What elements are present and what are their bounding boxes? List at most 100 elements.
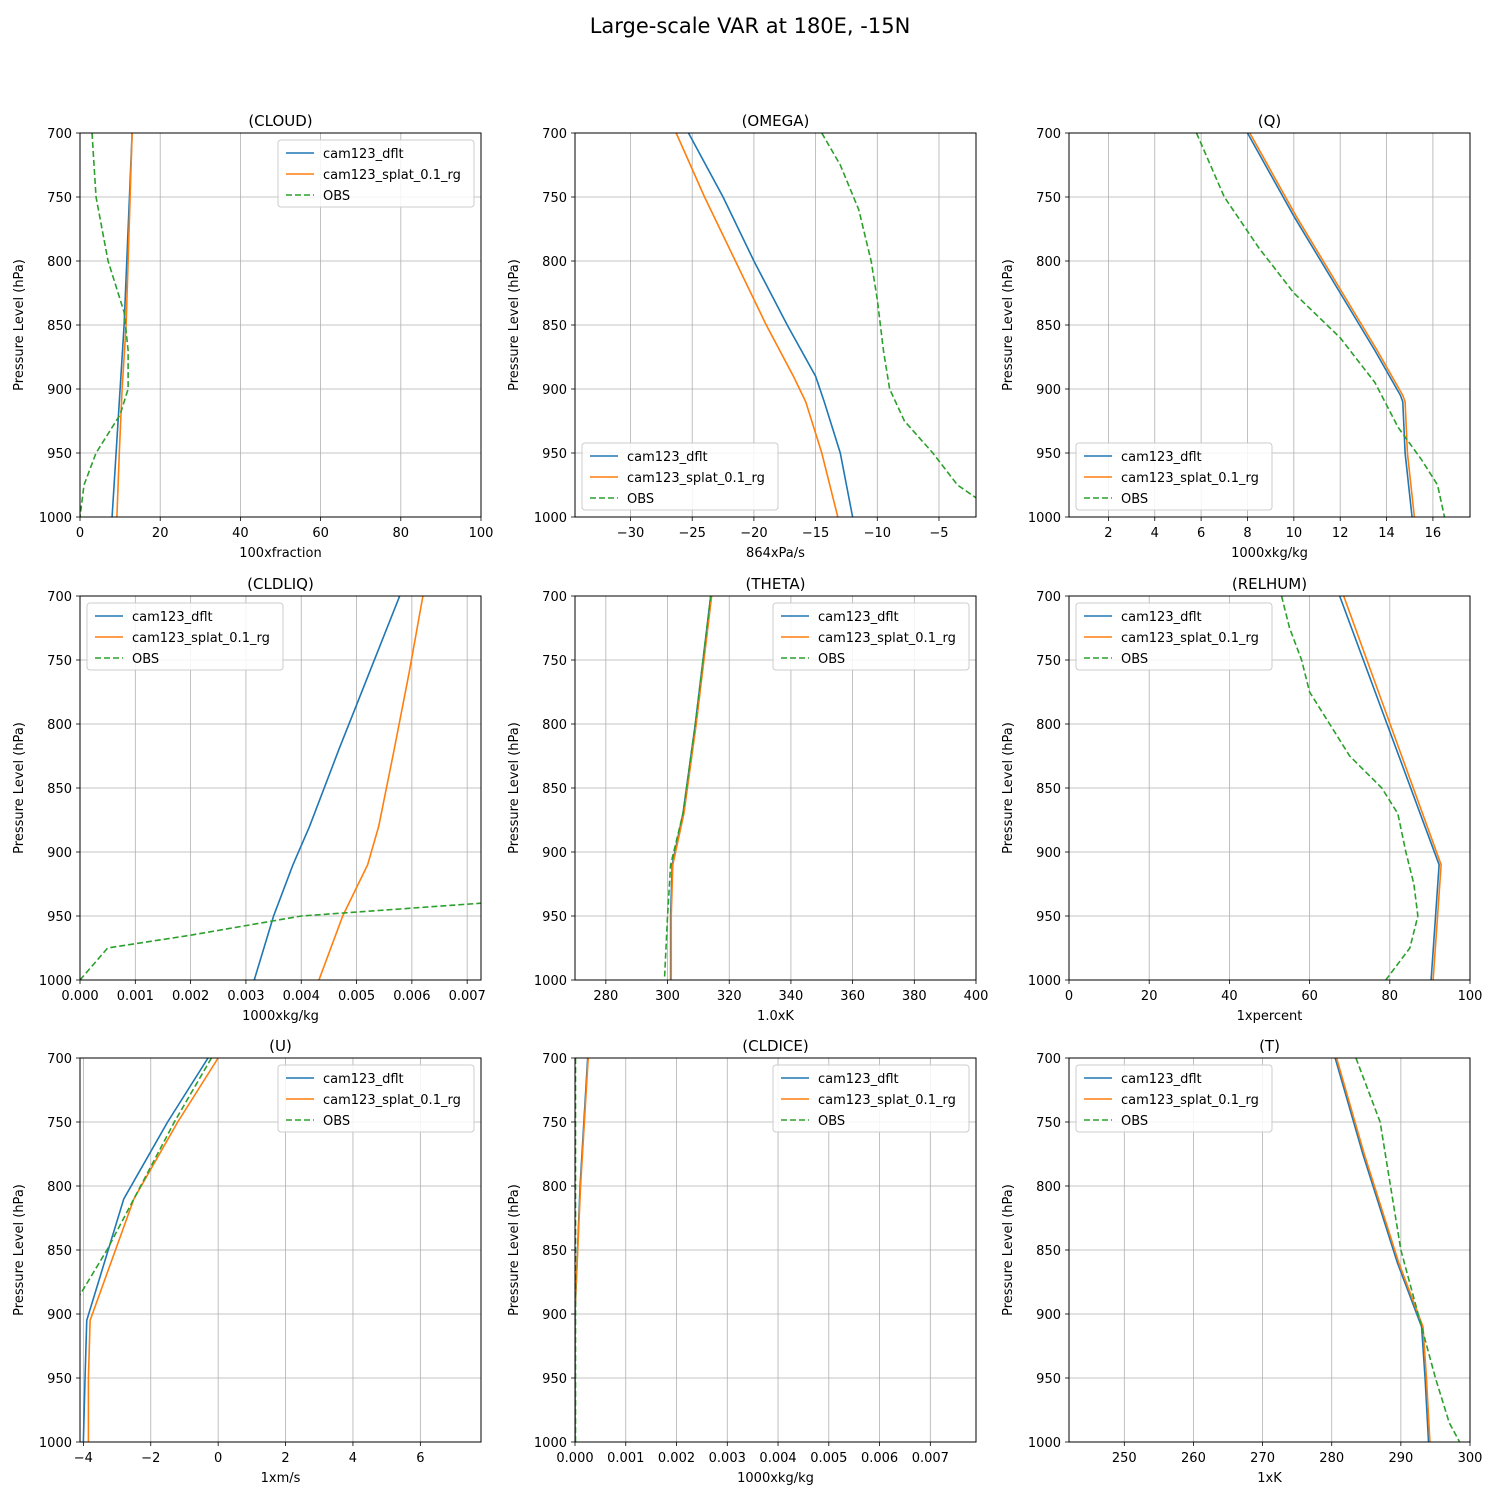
x-tick-label: 20 bbox=[1141, 989, 1158, 1004]
y-tick-label: 800 bbox=[1036, 718, 1061, 733]
y-tick-label: 750 bbox=[47, 654, 72, 669]
legend-label: cam123_dflt bbox=[1121, 1072, 1202, 1087]
series-line-cam123-dflt bbox=[82, 1058, 209, 1442]
x-tick-label: 10 bbox=[1286, 526, 1303, 541]
series-group bbox=[1280, 596, 1442, 980]
series-group bbox=[575, 1058, 589, 1442]
legend-box bbox=[86, 602, 284, 671]
legend-label: OBS bbox=[1121, 652, 1148, 667]
series-line-obs bbox=[1355, 1058, 1461, 1442]
y-tick-label: 750 bbox=[1036, 654, 1061, 669]
legend-label: cam123_dflt bbox=[818, 610, 899, 625]
y-tick-label: 700 bbox=[1036, 127, 1061, 142]
x-tick-label: 12 bbox=[1332, 526, 1349, 541]
series-line-cam123-splat-0-1-rg bbox=[318, 596, 424, 980]
y-tick-label: 800 bbox=[542, 255, 567, 270]
x-tick-label: −2 bbox=[141, 1451, 160, 1466]
x-tick-label: 0.002 bbox=[658, 1451, 695, 1466]
subplot-title: (RELHUM) bbox=[1232, 575, 1307, 593]
y-tick-label: 850 bbox=[542, 1244, 567, 1259]
series-group bbox=[80, 1058, 219, 1442]
subplot-5: 280 300 320 340 360 380 400 700 750 800 850 900 950 1… bbox=[507, 575, 988, 1024]
subplot-title: (U) bbox=[269, 1037, 292, 1055]
legend: cam123_dflt cam123_splat_0.1_rg OBS bbox=[772, 1064, 970, 1133]
y-tick-label: 900 bbox=[1036, 383, 1061, 398]
subplot-7: −4 −2 0 2 4 6 700 750 800 850 900 950 1000 (U) 1xm/s Pr… bbox=[12, 1037, 482, 1486]
subplot-title: (CLDLIQ) bbox=[247, 575, 314, 593]
y-axis-label: Pressure Level (hPa) bbox=[1001, 259, 1016, 391]
y-tick-label: 1000 bbox=[39, 974, 72, 989]
series-line-cam123-splat-0-1-rg bbox=[1249, 133, 1416, 517]
x-tick-label: 100 bbox=[1458, 989, 1483, 1004]
x-tick-label: 300 bbox=[1458, 1451, 1483, 1466]
x-axis-label: 864xPa/s bbox=[746, 546, 805, 561]
x-tick-label: 0.000 bbox=[556, 1451, 593, 1466]
x-tick-label: 0.006 bbox=[861, 1451, 898, 1466]
subplot-8: 0.000 0.001 0.002 0.003 0.004 0.005 0.006 0.007… bbox=[507, 1037, 977, 1486]
y-tick-label: 750 bbox=[542, 654, 567, 669]
legend-box bbox=[772, 602, 970, 671]
y-tick-label: 1000 bbox=[534, 974, 567, 989]
axes-frame bbox=[574, 595, 977, 981]
legend-label: cam123_splat_0.1_rg bbox=[818, 631, 956, 646]
legend-label: OBS bbox=[627, 492, 654, 507]
series-group bbox=[1334, 1058, 1461, 1442]
y-tick-label: 850 bbox=[47, 1244, 72, 1259]
y-tick-label: 850 bbox=[47, 319, 72, 334]
x-tick-label: 40 bbox=[1221, 989, 1238, 1004]
y-tick-label: 850 bbox=[1036, 319, 1061, 334]
legend-box bbox=[581, 442, 779, 511]
legend-label: cam123_splat_0.1_rg bbox=[1121, 471, 1259, 486]
y-tick-label: 800 bbox=[1036, 255, 1061, 270]
legend-label: cam123_dflt bbox=[132, 610, 213, 625]
series-line-cam123-dflt bbox=[1338, 596, 1440, 980]
x-tick-label: 0.007 bbox=[449, 989, 486, 1004]
x-tick-label: 290 bbox=[1388, 1451, 1413, 1466]
subplot-title: (CLDICE) bbox=[742, 1037, 808, 1055]
y-tick-label: 700 bbox=[542, 127, 567, 142]
x-tick-label: 0.005 bbox=[810, 1451, 847, 1466]
legend-box bbox=[277, 139, 475, 208]
x-tick-label: 400 bbox=[964, 989, 989, 1004]
y-tick-label: 800 bbox=[47, 255, 72, 270]
series-line-cam123-splat-0-1-rg bbox=[670, 596, 713, 980]
x-tick-label: 6 bbox=[1197, 526, 1205, 541]
legend-label: cam123_splat_0.1_rg bbox=[818, 1093, 956, 1108]
x-axis-label: 1xK bbox=[1257, 1471, 1282, 1486]
y-tick-label: 750 bbox=[1036, 191, 1061, 206]
x-tick-label: 360 bbox=[840, 989, 865, 1004]
y-axis-label: Pressure Level (hPa) bbox=[12, 1184, 27, 1316]
y-tick-label: 750 bbox=[542, 191, 567, 206]
series-line-cam123-splat-0-1-rg bbox=[1335, 1058, 1431, 1442]
y-tick-label: 950 bbox=[542, 447, 567, 462]
x-tick-label: −5 bbox=[929, 526, 948, 541]
y-tick-label: 900 bbox=[1036, 846, 1061, 861]
legend: cam123_dflt cam123_splat_0.1_rg OBS bbox=[277, 1064, 475, 1133]
x-tick-label: 320 bbox=[717, 989, 742, 1004]
y-tick-label: 700 bbox=[47, 127, 72, 142]
series-line-cam123-splat-0-1-rg bbox=[1342, 596, 1442, 980]
x-tick-label: 260 bbox=[1181, 1451, 1206, 1466]
legend-label: cam123_splat_0.1_rg bbox=[1121, 1093, 1259, 1108]
y-tick-label: 900 bbox=[47, 846, 72, 861]
legend-label: cam123_splat_0.1_rg bbox=[1121, 631, 1259, 646]
subplot-1: 0 20 40 60 80 100 700 750 800 850 900 950 1000 (CLOUD… bbox=[12, 112, 493, 561]
series-line-obs bbox=[663, 596, 712, 980]
x-tick-label: 8 bbox=[1243, 526, 1251, 541]
y-tick-label: 700 bbox=[1036, 590, 1061, 605]
y-tick-label: 700 bbox=[47, 590, 72, 605]
axes-frame bbox=[79, 1057, 482, 1443]
axes-frame bbox=[79, 595, 482, 981]
y-axis-label: Pressure Level (hPa) bbox=[1001, 1184, 1016, 1316]
y-tick-label: 750 bbox=[1036, 1116, 1061, 1131]
series-line-cam123-dflt bbox=[1246, 133, 1413, 517]
y-tick-label: 900 bbox=[542, 846, 567, 861]
x-tick-label: 0.003 bbox=[227, 989, 264, 1004]
x-tick-label: 0 bbox=[214, 1451, 222, 1466]
legend-label: cam123_dflt bbox=[818, 1072, 899, 1087]
y-axis-label: Pressure Level (hPa) bbox=[12, 259, 27, 391]
x-axis-label: 100xfraction bbox=[239, 546, 321, 561]
y-tick-label: 750 bbox=[47, 191, 72, 206]
axes-frame bbox=[574, 132, 977, 518]
x-tick-label: 40 bbox=[232, 526, 249, 541]
